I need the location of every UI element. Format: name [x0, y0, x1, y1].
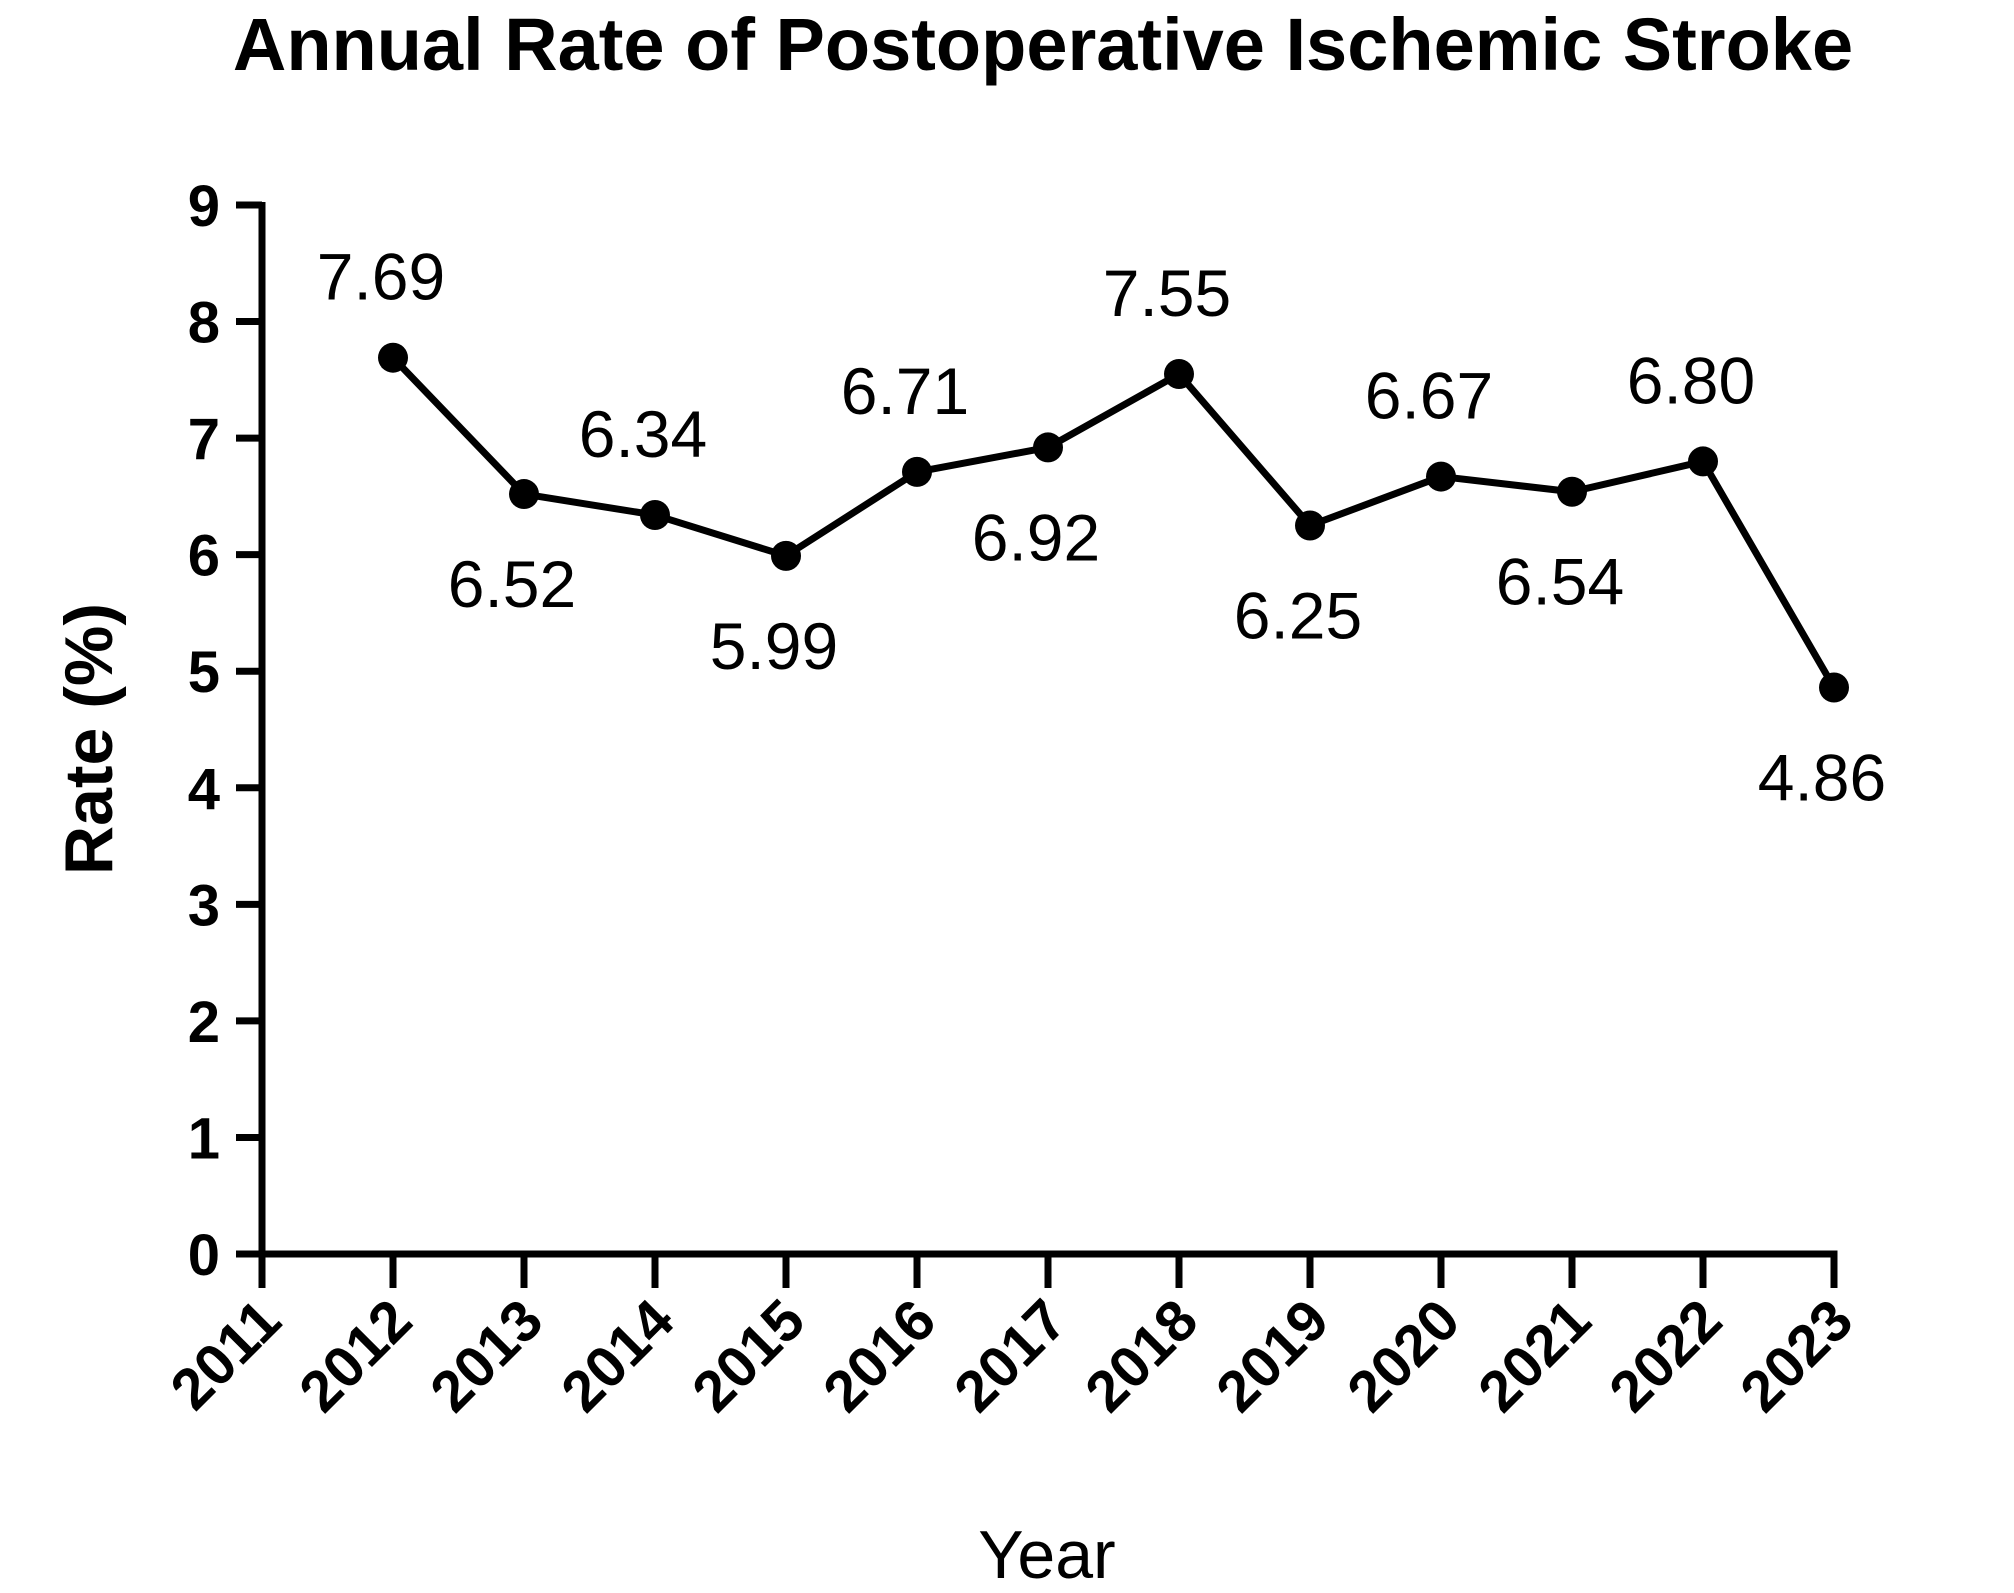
y-tick-label: 2 [188, 990, 220, 1055]
y-tick-label: 6 [188, 524, 220, 589]
y-tick-label: 5 [188, 640, 220, 705]
data-point [1819, 672, 1849, 703]
y-tick-label: 7 [188, 407, 220, 472]
data-point [771, 540, 801, 571]
data-label: 5.99 [710, 609, 838, 683]
data-label: 6.52 [448, 547, 576, 621]
data-label: 6.54 [1496, 545, 1624, 619]
y-tick-label: 3 [188, 873, 220, 938]
data-point [640, 500, 670, 531]
y-axis-ticks: 0 1 2 3 4 5 6 7 8 9 [188, 174, 262, 1288]
data-point [1295, 510, 1325, 541]
y-tick-label: 1 [188, 1106, 220, 1171]
data-label: 6.67 [1365, 359, 1493, 433]
y-axis-label: Rate (%) [51, 603, 127, 875]
series-line [389, 354, 1838, 692]
data-point [1688, 446, 1718, 477]
data-label: 7.55 [1103, 256, 1231, 330]
y-tick-label: 4 [188, 757, 220, 822]
y-tick-label: 8 [188, 291, 220, 356]
data-label: 6.34 [579, 397, 707, 471]
chart-title: Annual Rate of Postoperative Ischemic St… [233, 3, 1853, 86]
data-label: 6.25 [1234, 579, 1362, 653]
y-tick-label: 9 [188, 174, 220, 239]
data-label: 4.86 [1758, 741, 1886, 815]
data-label: 6.92 [972, 500, 1100, 574]
data-point [1033, 432, 1063, 463]
data-point [1426, 461, 1456, 492]
data-point [902, 456, 932, 487]
data-point [378, 342, 408, 373]
data-label: 6.71 [841, 354, 969, 428]
data-point [509, 479, 539, 510]
data-label: 6.80 [1627, 343, 1755, 417]
data-labels: 7.69 6.52 6.34 5.99 6.716.92 7.55 6.25 6.67 6.54… [317, 240, 1886, 815]
x-axis-label: Year [978, 1517, 1115, 1593]
data-label: 7.69 [317, 240, 445, 314]
y-tick-label: 0 [188, 1223, 220, 1288]
data-point [1164, 359, 1194, 390]
series-layer [378, 342, 1849, 703]
data-point [1557, 476, 1587, 507]
